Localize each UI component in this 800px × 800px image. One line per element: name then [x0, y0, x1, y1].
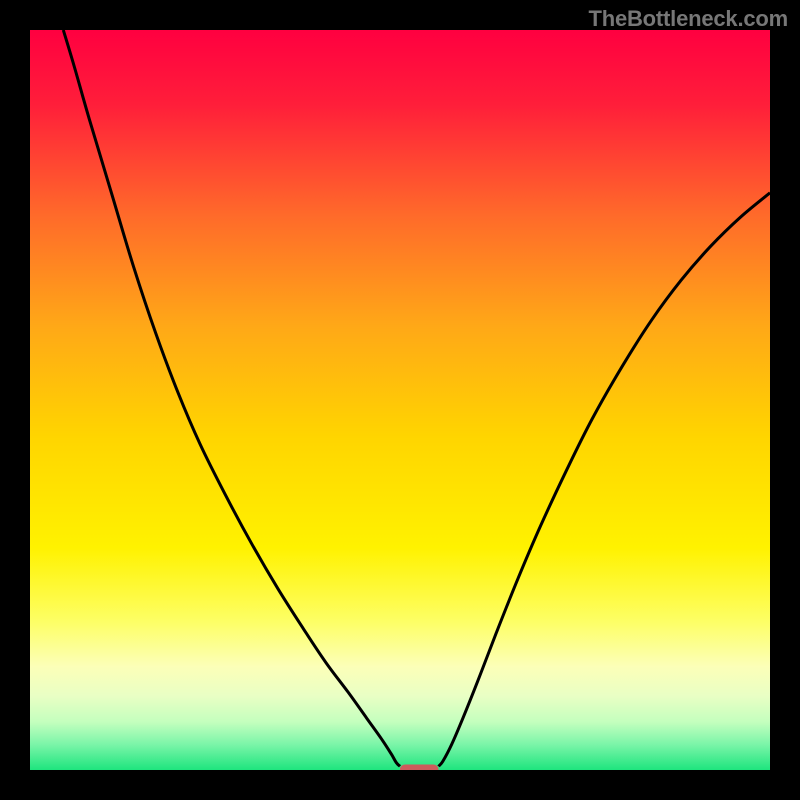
bottleneck-curve-chart	[0, 0, 800, 800]
chart-gradient-background	[30, 30, 770, 770]
chart-canvas: TheBottleneck.com	[0, 0, 800, 800]
